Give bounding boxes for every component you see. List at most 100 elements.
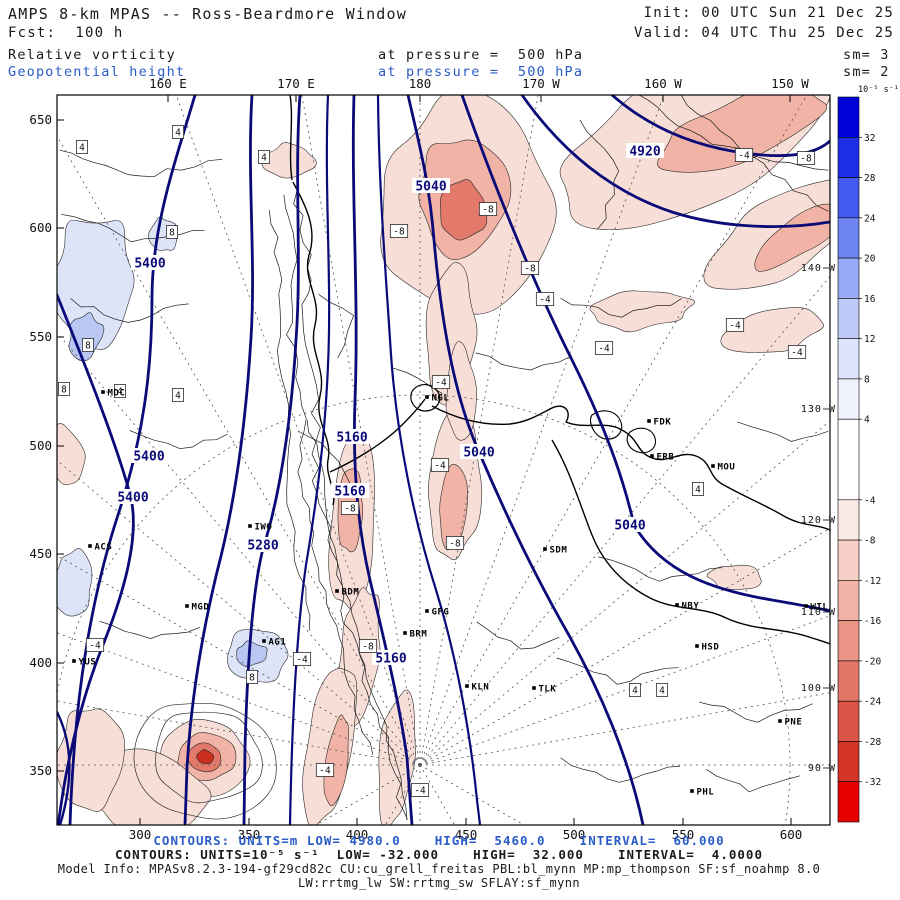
vorticity-label-box	[594, 341, 614, 355]
station-label: FDK	[654, 418, 672, 428]
vorticity-contour-label: -8	[482, 205, 494, 216]
right-axis-label: 110 W	[801, 607, 836, 618]
right-axis-label: 130 W	[801, 404, 836, 415]
station-marker	[88, 544, 92, 548]
vorticity-contour-label: -8	[524, 264, 536, 275]
parallel-circle	[57, 394, 791, 825]
vorticity-shaded-region	[706, 564, 762, 590]
init-time-label: Init: 00 UTC Sun 21 Dec 25	[643, 5, 894, 21]
axes: 160 E 170 E 180 170 W 160 W 150 W 650 600 550 500…	[29, 76, 836, 842]
vorticity-label-box	[315, 763, 335, 777]
coastline	[431, 405, 830, 531]
contour-info-height: CONTOURS: UNITS=m LOW= 4980.0 HIGH= 5460…	[153, 833, 725, 848]
height-label-halo	[131, 255, 169, 270]
station-label: TLK	[539, 685, 557, 695]
vorticity-contour-label: -4	[738, 151, 750, 162]
vorticity-label-box	[76, 140, 88, 154]
vorticity-label-box	[445, 536, 465, 550]
colorbar-tick-label: -32	[864, 777, 881, 788]
vorticity-label-box	[725, 318, 745, 332]
station-marker	[262, 639, 266, 643]
height-contour-4980	[520, 95, 830, 228]
vorticity-shaded-region	[703, 179, 830, 290]
height-label-halo	[460, 444, 498, 459]
station-marker	[543, 547, 547, 551]
colorbar-tick-label: -4	[864, 495, 876, 506]
vorticity-shaded-region	[439, 179, 488, 241]
station-marker	[532, 686, 536, 690]
right-axis-label: 140 W	[801, 263, 836, 274]
height-contour	[288, 95, 331, 825]
bottom-axis-label: 300	[129, 827, 152, 842]
height-contour-5160	[351, 95, 414, 825]
height-contour	[183, 95, 254, 825]
colorbar-tick-label: -8	[864, 536, 876, 547]
colorbar: 10⁻⁵ s⁻¹ 32 28 24 20 16 12 8 4 -4 -8 -12 -16 -20 -24 -2…	[837, 85, 899, 823]
vorticity-contour	[99, 620, 200, 639]
vorticity-contour	[560, 757, 681, 783]
station-marker	[647, 419, 651, 423]
vorticity-label-box	[292, 652, 312, 666]
island-outline	[626, 427, 657, 454]
vorticity-contour-label: -4	[729, 321, 741, 332]
colorbar-tick-label: 12	[864, 334, 875, 345]
top-axis-label: 160 E	[149, 76, 187, 91]
vorticity-shaded-region	[720, 307, 824, 353]
colorbar-segment	[837, 217, 860, 259]
bottom-axis-label: 450	[455, 827, 478, 842]
vorticity-label-box	[246, 670, 258, 684]
vorticity-label-box	[258, 150, 270, 164]
vorticity-contour-label: -4	[296, 655, 308, 666]
vorticity-contour-label: 8	[249, 673, 255, 684]
station-marker	[778, 719, 782, 723]
vorticity-label-box	[692, 482, 704, 496]
vorticity-contour-label: -8	[449, 539, 461, 550]
height-contour-label: 5040	[415, 180, 446, 195]
vorticity-shaded-region	[378, 689, 416, 825]
vorticity-label-box	[114, 384, 126, 398]
vorticity-contour-label: -8	[362, 642, 374, 653]
vorticity-shaded-region	[196, 749, 215, 765]
colorbar-segment	[837, 700, 860, 742]
model-info-line2: LW:rrtmg_lw SW:rrtmg_sw SFLAY:sf_mynn	[297, 876, 581, 890]
colorbar-tick-label: -28	[864, 737, 881, 748]
vorticity-contour-label: 4	[695, 485, 701, 496]
station-label: BRM	[410, 630, 428, 640]
vorticity-label-box	[520, 261, 540, 275]
vorticity-contour	[61, 213, 205, 243]
station-marker	[675, 603, 679, 607]
station-marker	[690, 789, 694, 793]
height-label-halo	[412, 178, 450, 193]
vorticity-contour	[638, 95, 829, 171]
forecast-hour-label: Fcst: 100 h	[8, 25, 124, 41]
vorticity-contour-label: -8	[393, 227, 405, 238]
vorticity-contour	[133, 702, 277, 820]
valid-time-label: Valid: 04 UTC Thu 25 Dec 25	[634, 25, 894, 41]
vorticity-contour-label: 8	[169, 228, 175, 239]
colorbar-segment	[837, 741, 860, 783]
vorticity-label-box	[535, 292, 555, 306]
top-axis-label: 150 W	[771, 76, 809, 91]
station-label: AG1	[269, 638, 287, 648]
vorticity-contour	[155, 711, 263, 804]
field2-level: at pressure = 500 hPa	[378, 64, 584, 80]
coastline	[329, 398, 426, 473]
vorticity-contour-label: -4	[435, 378, 447, 389]
vorticity-contour-label: -4	[598, 344, 610, 355]
vorticity-contour	[293, 189, 408, 820]
vorticity-contour	[737, 421, 829, 442]
bottom-axis-label: 350	[238, 827, 261, 842]
vorticity-label-box	[410, 783, 430, 797]
ross-island-outline	[410, 384, 441, 412]
colorbar-segment	[837, 96, 860, 138]
height-label-halo	[130, 448, 168, 463]
colorbar-tick-label: -16	[864, 616, 881, 627]
colorbar-segment	[837, 338, 860, 380]
height-label-halo	[331, 483, 369, 498]
left-axis-label: 600	[29, 220, 52, 235]
colorbar-segment	[837, 378, 860, 420]
vorticity-contour-label: 8	[85, 341, 91, 352]
height-contour-label: 5040	[463, 446, 494, 461]
height-contour-label: 5400	[133, 450, 164, 465]
vorticity-contour-label: 4	[261, 153, 267, 164]
